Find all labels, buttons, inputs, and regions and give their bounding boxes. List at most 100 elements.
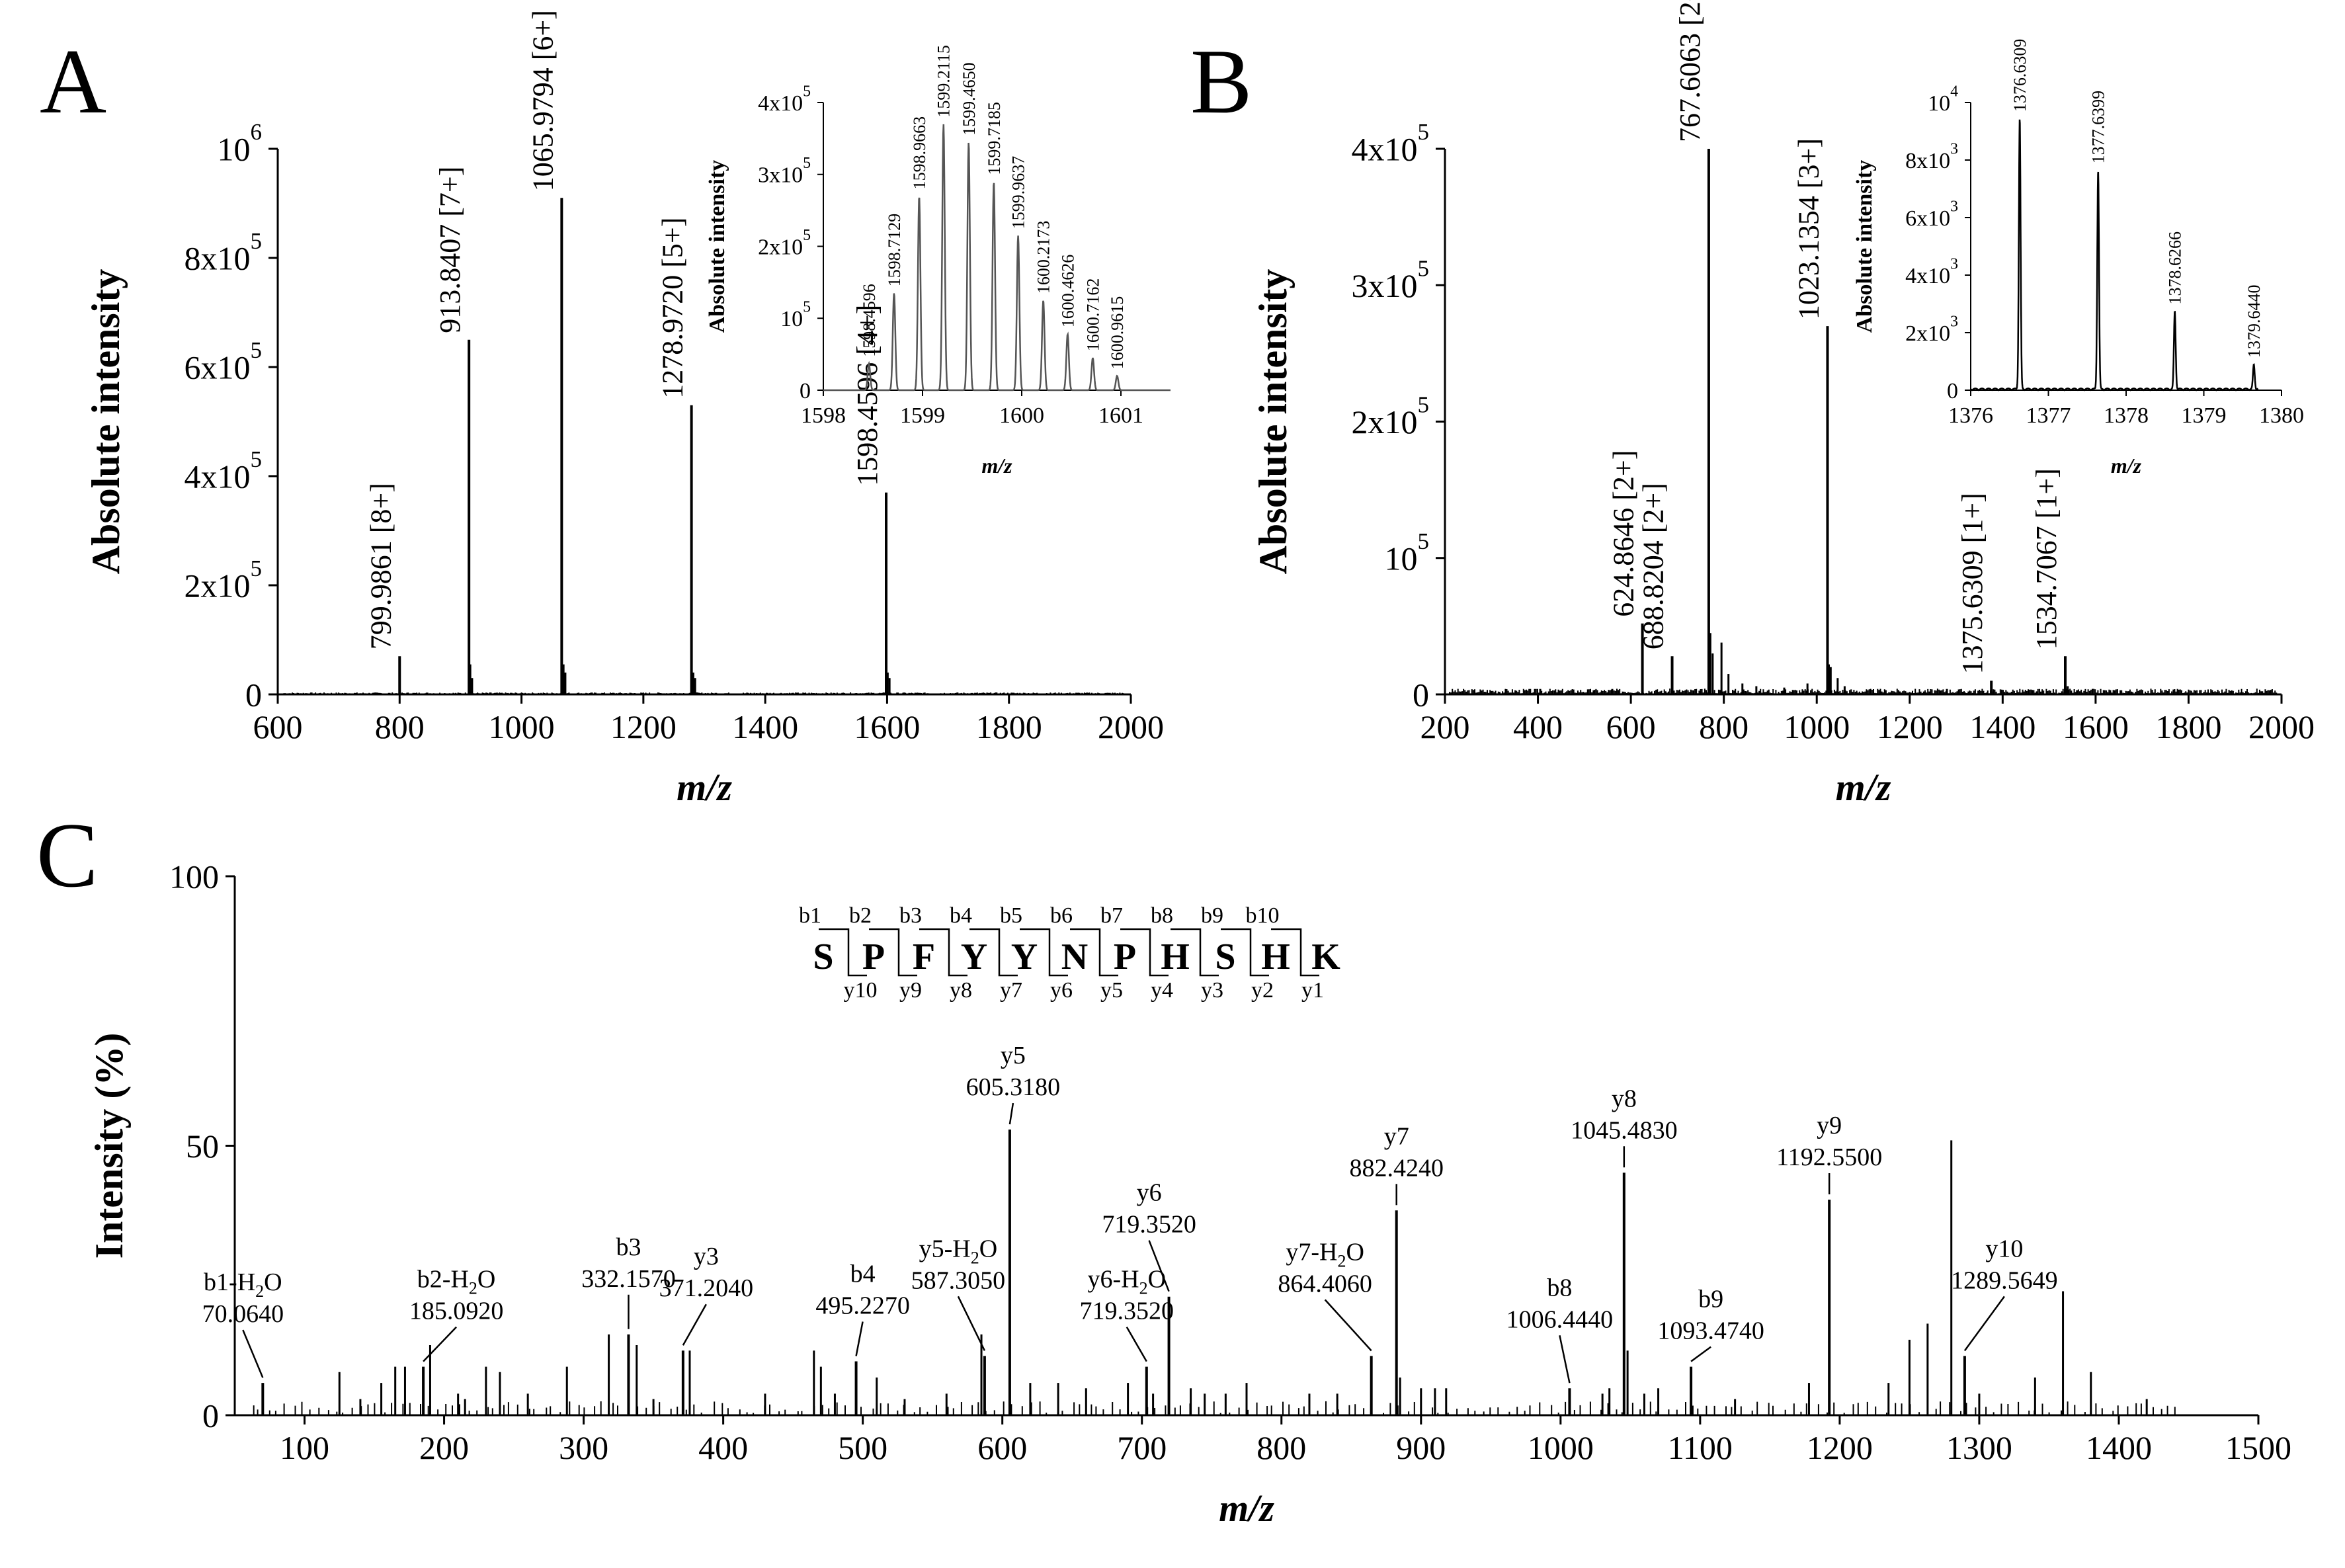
panel-a-inset-peak-label: 1600.4626 bbox=[1058, 255, 1077, 328]
panel-c-leader-line bbox=[855, 1321, 864, 1356]
panel-c-x-tick-label: 800 bbox=[1256, 1429, 1306, 1466]
panel-c-leader-line bbox=[423, 1326, 457, 1362]
panel-a-x-tick-label: 800 bbox=[375, 708, 425, 745]
panel-c-x-tick-label: 1500 bbox=[2225, 1429, 2291, 1466]
panel-b-inset-y-tick-label: 104 bbox=[1928, 83, 1958, 115]
sequence-residue: H bbox=[1261, 936, 1290, 977]
panel-a-inset-y-tick-label: 4x105 bbox=[758, 83, 811, 115]
panel-b-x-tick-label: 1600 bbox=[2063, 708, 2129, 745]
y-ion-label: y1 bbox=[1301, 978, 1324, 1003]
panel-c-ion-label: y10 bbox=[1985, 1235, 2023, 1262]
panel-a-inset-peak-label: 1599.9637 bbox=[1009, 156, 1028, 229]
panel-c-leader-line bbox=[957, 1296, 986, 1351]
panel-a-inset-peak-label: 1600.9615 bbox=[1108, 296, 1127, 370]
peptide-sequence-diagram: S P F Y Y N P H S H Kb1y10b2y9b3y8b4y7b5y6b6y5b7y4… bbox=[799, 903, 1340, 1003]
panel-a-peak-label: 913.8407 [7+] bbox=[434, 167, 466, 333]
panel-b-x-tick-label: 1200 bbox=[1877, 708, 1943, 745]
fragment-bracket bbox=[819, 928, 867, 977]
panel-c-chart: 100 200 300 400 500 600 700 800 900 1000 1100 1200 1… bbox=[87, 858, 2291, 1530]
panel-c-x-tick-label: 400 bbox=[698, 1429, 748, 1466]
panel-a-x-tick-label: 600 bbox=[253, 708, 303, 745]
panel-a-y-tick-label: 106 bbox=[218, 119, 263, 168]
panel-c-leader-line bbox=[242, 1329, 264, 1378]
panel-b-chart: 200 400 600 800 1000 1200 1400 1600 1800 2000 0 105… bbox=[1251, 0, 2315, 809]
fragment-bracket bbox=[919, 928, 967, 977]
sequence-residue: S bbox=[813, 936, 833, 977]
panel-a-y-tick-label: 6x105 bbox=[185, 337, 263, 386]
panel-c-leader-line bbox=[1690, 1346, 1711, 1362]
panel-c-mz-label: 882.4240 bbox=[1349, 1154, 1444, 1182]
panel-b-inset-peak-label: 1379.6440 bbox=[2244, 285, 2264, 358]
panel-c-ion-label: y9 bbox=[1817, 1112, 1842, 1139]
panel-b-inset-peak-label: 1377.6399 bbox=[2089, 91, 2108, 164]
panel-b-y-tick-label: 4x105 bbox=[1352, 119, 1430, 168]
panel-c-leader-line bbox=[1148, 1240, 1170, 1292]
panel-c-mz-label: 719.3520 bbox=[1080, 1298, 1174, 1325]
fragment-bracket bbox=[969, 928, 1018, 977]
panel-b-y-tick-label: 2x105 bbox=[1352, 392, 1430, 441]
panel-c-ion-label: y3 bbox=[694, 1243, 719, 1270]
panel-a-inset-peak-label: 1598.9663 bbox=[910, 116, 929, 190]
fragment-bracket bbox=[1020, 928, 1068, 977]
panel-letter-a: A bbox=[40, 30, 106, 133]
panel-c-x-tick-label: 300 bbox=[559, 1429, 608, 1466]
panel-a-peak-label: 799.9861 [8+] bbox=[364, 483, 397, 649]
panel-b-peak-label: 1534.7067 [1+] bbox=[2030, 468, 2063, 649]
b-ion-label: b2 bbox=[849, 903, 872, 928]
panel-b-y-axis-title: Absolute intensity bbox=[1251, 269, 1295, 575]
panel-a-y-tick-label: 4x105 bbox=[185, 446, 263, 495]
y-ion-label: y5 bbox=[1100, 978, 1123, 1003]
panel-c-mz-label: 1006.4440 bbox=[1506, 1305, 1614, 1333]
panel-c-x-tick-label: 500 bbox=[838, 1429, 887, 1466]
panel-a-inset-y-axis-title: Absolute intensity bbox=[705, 160, 729, 333]
panel-c-x-tick-label: 700 bbox=[1117, 1429, 1167, 1466]
panel-c-mz-label: 605.3180 bbox=[966, 1073, 1061, 1101]
panel-a-inset-x-axis-title: m/z bbox=[981, 454, 1012, 477]
panel-a-peak-label: 1065.9794 [6+] bbox=[526, 10, 559, 191]
panel-b-inset-y-tick-label: 8x103 bbox=[1905, 140, 1958, 173]
sequence-residue: N bbox=[1061, 936, 1088, 977]
panel-a-x-tick-label: 1800 bbox=[976, 708, 1042, 745]
panel-c-minor-peaks bbox=[253, 1401, 2176, 1415]
panel-b-baseline-noise bbox=[1449, 688, 2278, 694]
panel-c-ion-label: y5-H2O bbox=[919, 1235, 998, 1267]
fragment-bracket bbox=[1070, 928, 1118, 977]
panel-c-mz-label: 70.0640 bbox=[202, 1300, 284, 1328]
panel-a-peak-label: 1598.4596 [4+] bbox=[851, 305, 884, 486]
panel-a-chart: 600 800 1000 1200 1400 1600 1800 2000 0 2x105 4x10… bbox=[84, 10, 1164, 809]
panel-a-inset-y-tick-label: 0 bbox=[800, 379, 811, 403]
panel-b-inset-x-tick-label: 1378 bbox=[2104, 403, 2149, 428]
panel-c-x-tick-label: 100 bbox=[280, 1429, 329, 1466]
panel-c-mz-label: 332.1570 bbox=[581, 1265, 676, 1293]
panel-a-peak-label: 1278.9720 [5+] bbox=[657, 218, 689, 399]
panel-b-y-tick-label: 3x105 bbox=[1352, 255, 1430, 304]
panel-a-inset-peak-label: 1599.4650 bbox=[960, 62, 979, 136]
panel-c-mz-label: 719.3520 bbox=[1102, 1211, 1196, 1239]
b-ion-label: b7 bbox=[1100, 903, 1123, 928]
panel-c-y-tick-label: 0 bbox=[202, 1397, 219, 1434]
panel-a-inset-chart: 1598 1599 1600 1601 0 105 2x105 3x105 4x105 m/z Ab… bbox=[705, 45, 1171, 477]
panel-c-x-tick-label: 1300 bbox=[1946, 1429, 2012, 1466]
panel-a-inset-peak-label: 1598.4596 bbox=[860, 284, 879, 357]
panel-c-leader-line bbox=[1963, 1296, 2005, 1352]
panel-c-ion-label: y6-H2O bbox=[1088, 1266, 1167, 1298]
panel-b-y-tick-label: 0 bbox=[1413, 677, 1429, 714]
panel-c-ion-label: y5 bbox=[1001, 1042, 1026, 1069]
panel-a-inset-profile-trace bbox=[823, 124, 1171, 392]
panel-b-inset-profile-trace bbox=[1970, 119, 2259, 392]
panel-c-y-tick-label: 100 bbox=[169, 858, 219, 895]
panel-c-ion-label: b8 bbox=[1547, 1274, 1572, 1301]
panel-c-x-tick-label: 1400 bbox=[2086, 1429, 2152, 1466]
panel-b-inset-peak-label: 1378.6266 bbox=[2166, 231, 2185, 305]
panel-c-x-axis-title: m/z bbox=[1219, 1487, 1274, 1530]
panel-c-leader-line bbox=[1126, 1327, 1147, 1362]
panel-b-x-tick-label: 200 bbox=[1420, 708, 1470, 745]
panel-b-inset-y-tick-label: 6x103 bbox=[1905, 198, 1958, 230]
sequence-residue: Y bbox=[961, 936, 987, 977]
y-ion-label: y6 bbox=[1050, 978, 1073, 1003]
b-ion-label: b3 bbox=[899, 903, 922, 928]
panel-b-x-tick-label: 1000 bbox=[1784, 708, 1850, 745]
panel-b-peak-label: 624.8646 [2+] bbox=[1608, 450, 1640, 617]
panel-b-x-tick-label: 800 bbox=[1699, 708, 1748, 745]
